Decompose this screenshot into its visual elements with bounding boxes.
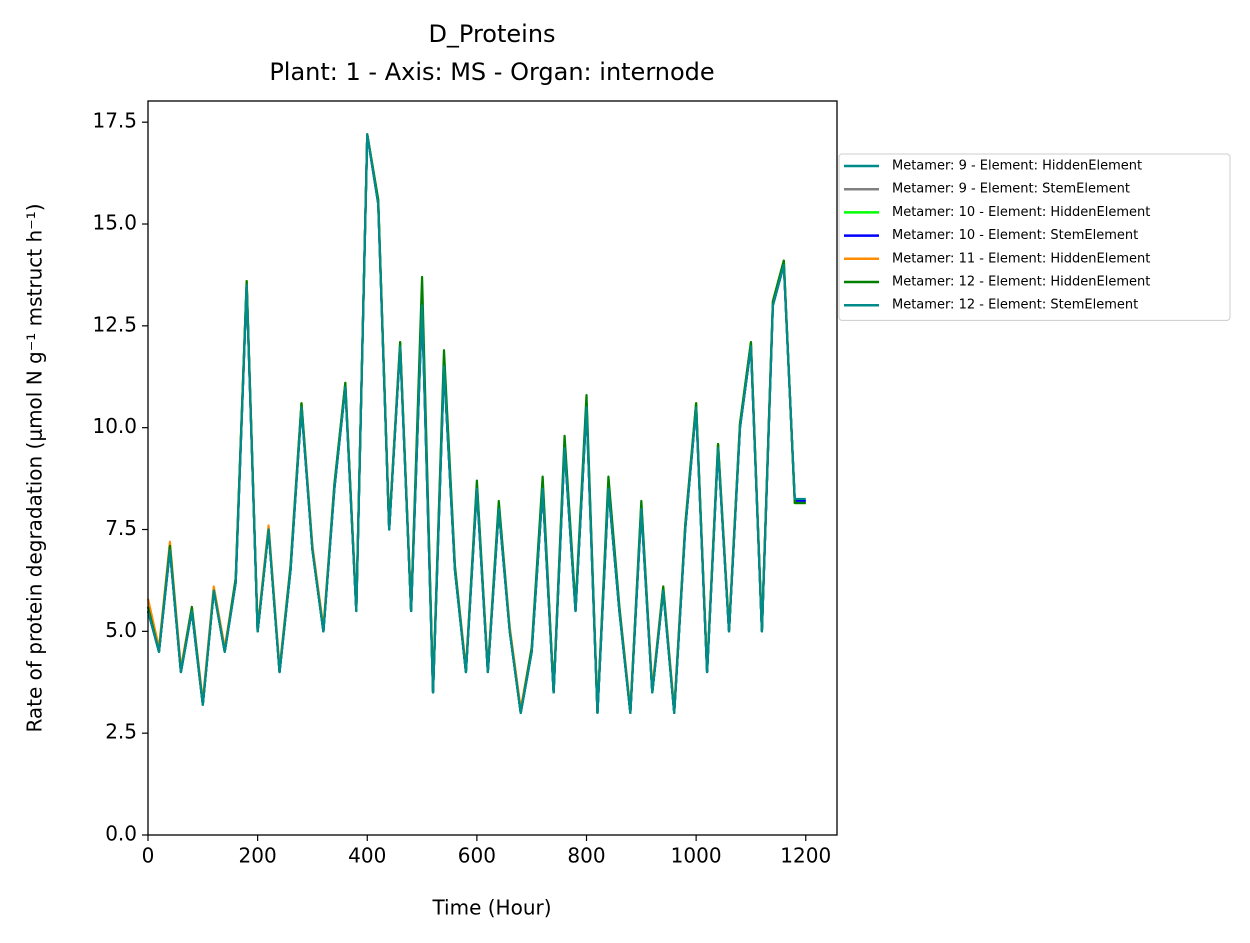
legend-label: Metamer: 9 - Element: StemElement xyxy=(892,182,1130,197)
legend-label: Metamer: 10 - Element: StemElement xyxy=(892,228,1138,243)
y-tick-label: 15.0 xyxy=(92,211,137,235)
x-tick-label: 0 xyxy=(142,844,155,868)
legend-label: Metamer: 10 - Element: HiddenElement xyxy=(892,205,1150,220)
y-tick-label: 10.0 xyxy=(92,414,137,438)
y-tick-label: 5.0 xyxy=(105,618,137,642)
legend-label: Metamer: 9 - Element: HiddenElement xyxy=(892,159,1142,174)
x-tick-label: 800 xyxy=(567,844,605,868)
series-line xyxy=(146,133,806,714)
series-line xyxy=(146,133,806,714)
series-line xyxy=(146,133,806,714)
y-axis-label: Rate of protein degradation (μmol N g⁻¹ … xyxy=(23,203,47,732)
plot-frame xyxy=(147,100,838,836)
series-line xyxy=(146,133,806,714)
legend-label: Metamer: 12 - Element: StemElement xyxy=(892,298,1138,313)
x-axis-label: Time (Hour) xyxy=(431,896,551,920)
x-tick-label: 200 xyxy=(239,844,277,868)
y-tick-label: 0.0 xyxy=(105,822,137,846)
x-tick-label: 1200 xyxy=(780,844,831,868)
x-tick-label: 1000 xyxy=(671,844,722,868)
y-tick-label: 12.5 xyxy=(92,312,137,336)
chart-title: D_Proteins xyxy=(428,20,555,48)
y-tick-label: 17.5 xyxy=(92,109,137,133)
legend-label: Metamer: 12 - Element: HiddenElement xyxy=(892,275,1150,290)
x-tick-label: 400 xyxy=(348,844,386,868)
legend-label: Metamer: 11 - Element: HiddenElement xyxy=(892,251,1150,266)
y-tick-label: 2.5 xyxy=(105,720,137,744)
legend: Metamer: 9 - Element: HiddenElement Metam… xyxy=(838,153,1231,321)
series-line xyxy=(146,133,806,710)
y-tick-label: 7.5 xyxy=(105,516,137,540)
chart-subtitle: Plant: 1 - Axis: MS - Organ: internode xyxy=(269,58,714,86)
series-line xyxy=(146,133,806,714)
series-line xyxy=(146,133,806,714)
legend-box xyxy=(838,153,1231,321)
x-tick-label: 600 xyxy=(458,844,496,868)
